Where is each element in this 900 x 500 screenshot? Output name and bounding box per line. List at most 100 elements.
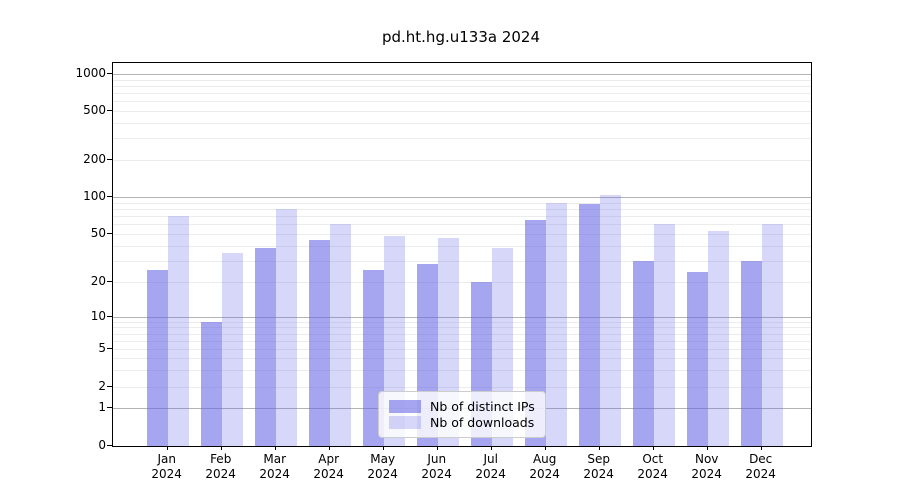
x-tick-label-year: 2024 xyxy=(475,467,506,481)
x-tick-mark-nov xyxy=(706,446,708,450)
x-tick-label-year: 2024 xyxy=(745,467,776,481)
gridline-minor-200 xyxy=(113,160,811,161)
gridline-minor-800 xyxy=(113,85,811,87)
y-tick-label-1000: 1000 xyxy=(75,66,106,80)
y-tick-mark-200 xyxy=(107,159,112,160)
y-tick-label-2: 2 xyxy=(98,379,106,393)
x-tick-label-aug: Aug 2024 xyxy=(515,452,575,482)
y-tick-label-200: 200 xyxy=(83,152,106,166)
x-tick-label-apr: Apr 2024 xyxy=(299,452,359,482)
x-tick-label-year: 2024 xyxy=(691,467,722,481)
bar-downloads-jan xyxy=(167,216,189,446)
gridline-minor-500 xyxy=(113,111,811,112)
gridline-minor-400 xyxy=(113,122,811,124)
gridline-minor-30 xyxy=(113,260,811,262)
gridline-minor-80 xyxy=(113,208,811,210)
y-tick-mark-50 xyxy=(107,233,112,234)
x-tick-mark-dec xyxy=(760,446,762,450)
x-tick-label-month: Oct xyxy=(642,452,664,466)
bar-downloads-feb xyxy=(221,252,243,446)
x-tick-mark-apr xyxy=(328,446,330,450)
bar-downloads-mar xyxy=(275,208,297,446)
y-tick-label-50: 50 xyxy=(90,226,106,240)
x-tick-label-year: 2024 xyxy=(421,467,452,481)
y-tick-label-500: 500 xyxy=(83,103,106,117)
x-tick-label-year: 2024 xyxy=(583,467,614,481)
bar-downloads-aug xyxy=(545,202,567,446)
y-tick-label-10: 10 xyxy=(90,309,106,323)
x-tick-label-feb: Feb 2024 xyxy=(191,452,251,482)
gridline-minor-9 xyxy=(113,321,811,323)
bar-ips-aug xyxy=(524,220,546,446)
gridline-major-1000 xyxy=(113,74,811,75)
y-tick-mark-500 xyxy=(107,110,112,111)
legend-swatch-downloads xyxy=(389,416,421,429)
x-tick-label-month: Aug xyxy=(532,452,557,466)
y-tick-mark-10 xyxy=(107,316,112,317)
legend-row-ips: Nb of distinct IPs xyxy=(389,399,535,414)
y-tick-label-20: 20 xyxy=(90,274,106,288)
x-tick-label-month: Jun xyxy=(427,452,447,466)
gridline-minor-3 xyxy=(113,370,811,372)
gridline-minor-2 xyxy=(113,387,811,388)
y-tick-mark-100 xyxy=(107,196,112,197)
x-tick-mark-feb xyxy=(220,446,222,450)
x-tick-label-jul: Jul 2024 xyxy=(461,452,521,482)
gridline-minor-8 xyxy=(113,327,811,329)
x-tick-label-nov: Nov 2024 xyxy=(677,452,737,482)
y-tick-label-100: 100 xyxy=(83,189,106,203)
gridline-minor-40 xyxy=(113,245,811,247)
y-tick-label-5: 5 xyxy=(98,341,106,355)
gridline-minor-60 xyxy=(113,224,811,226)
x-tick-label-month: Dec xyxy=(749,452,773,466)
gridline-minor-7 xyxy=(113,333,811,335)
legend-swatch-ips xyxy=(389,400,421,413)
y-tick-label-1: 1 xyxy=(98,400,106,414)
x-tick-label-year: 2024 xyxy=(367,467,398,481)
x-tick-mark-aug xyxy=(544,446,546,450)
legend-row-downloads: Nb of downloads xyxy=(389,415,535,430)
gridline-minor-6 xyxy=(113,340,811,342)
gridline-minor-700 xyxy=(113,93,811,94)
gridline-minor-900 xyxy=(113,79,811,81)
legend: Nb of distinct IPs Nb of downloads xyxy=(378,391,546,438)
y-tick-mark-1000 xyxy=(107,73,112,74)
gridline-major-100 xyxy=(113,197,811,198)
x-tick-label-year: 2024 xyxy=(205,467,236,481)
gridline-minor-600 xyxy=(113,101,811,103)
legend-label-downloads: Nb of downloads xyxy=(430,415,535,430)
legend-label-ips: Nb of distinct IPs xyxy=(430,399,535,414)
bar-downloads-nov xyxy=(707,230,729,446)
x-tick-mark-oct xyxy=(652,446,654,450)
x-tick-mark-jan xyxy=(166,446,168,450)
x-tick-label-month: Jan xyxy=(157,452,176,466)
bar-ips-jan xyxy=(146,270,168,446)
gridline-minor-90 xyxy=(113,202,811,204)
bar-downloads-dec xyxy=(761,224,783,446)
x-tick-mark-mar xyxy=(274,446,276,450)
y-tick-mark-5 xyxy=(107,348,112,349)
y-tick-label-0: 0 xyxy=(98,438,106,452)
bar-ips-dec xyxy=(740,260,762,446)
x-tick-label-month: Feb xyxy=(210,452,232,466)
gridline-minor-50 xyxy=(113,234,811,235)
x-tick-mark-jun xyxy=(436,446,438,450)
x-tick-label-month: Mar xyxy=(263,452,286,466)
x-tick-label-dec: Dec 2024 xyxy=(731,452,791,482)
bar-downloads-sep xyxy=(599,194,621,446)
y-tick-mark-0 xyxy=(107,445,112,446)
chart-title: pd.ht.hg.u133a 2024 xyxy=(381,28,541,46)
bar-ips-nov xyxy=(686,272,708,446)
x-tick-label-month: Sep xyxy=(587,452,610,466)
x-tick-label-jun: Jun 2024 xyxy=(407,452,467,482)
x-tick-label-sep: Sep 2024 xyxy=(569,452,629,482)
gridline-minor-300 xyxy=(113,138,811,140)
x-tick-label-year: 2024 xyxy=(637,467,668,481)
x-tick-label-year: 2024 xyxy=(313,467,344,481)
x-tick-label-mar: Mar 2024 xyxy=(245,452,305,482)
x-tick-label-year: 2024 xyxy=(151,467,182,481)
x-tick-label-month: May xyxy=(370,452,396,466)
gridline-major-10 xyxy=(113,317,811,318)
x-tick-label-month: Nov xyxy=(694,452,719,466)
gridline-minor-5 xyxy=(113,349,811,350)
